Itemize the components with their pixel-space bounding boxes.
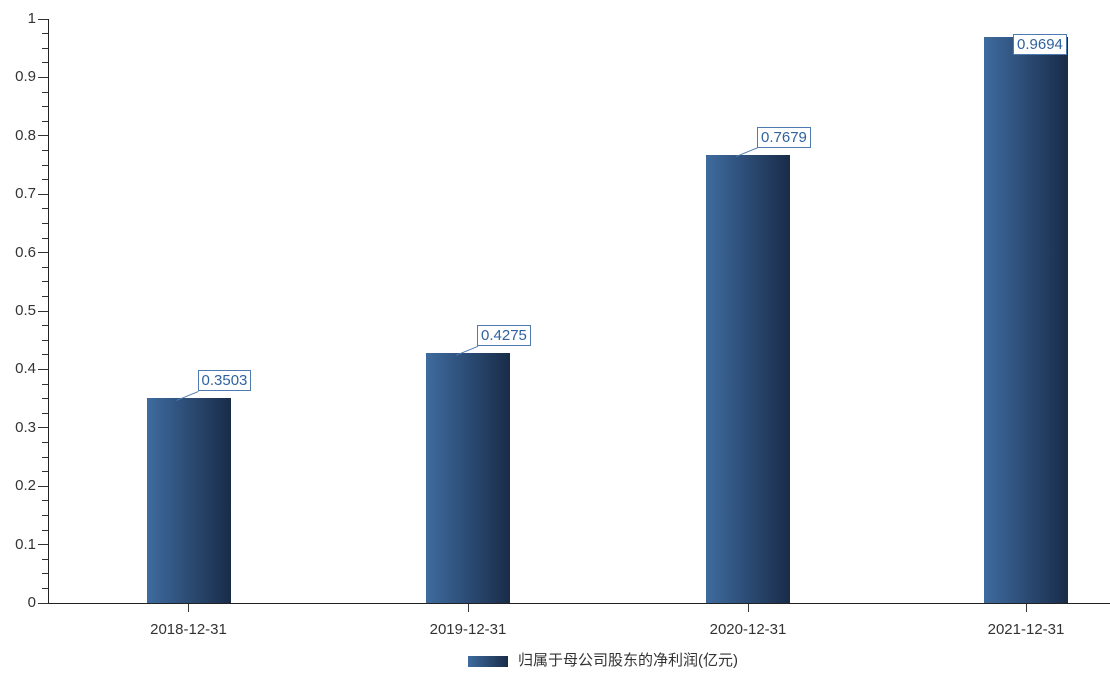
- y-minor-tick: [42, 295, 48, 297]
- y-major-tick: [38, 193, 48, 195]
- legend-item[interactable]: 归属于母公司股东的净利润(亿元): [468, 651, 738, 671]
- y-tick-label: 0.2: [15, 477, 36, 495]
- y-tick-label: 0.7: [15, 185, 36, 203]
- y-minor-tick: [42, 266, 48, 268]
- y-minor-tick: [42, 91, 48, 93]
- y-major-tick: [38, 76, 48, 78]
- y-tick-label: 0.6: [15, 243, 36, 261]
- data-label: 0.7679: [757, 126, 811, 148]
- bar[interactable]: [984, 36, 1068, 603]
- y-minor-tick: [42, 587, 48, 589]
- y-major-tick: [38, 18, 48, 20]
- bar[interactable]: [146, 398, 231, 603]
- y-minor-tick: [42, 120, 48, 122]
- y-minor-tick: [42, 33, 48, 35]
- y-major-tick: [38, 252, 48, 254]
- y-minor-tick: [42, 500, 48, 502]
- y-major-tick: [38, 135, 48, 137]
- y-minor-tick: [42, 237, 48, 239]
- legend-label: 归属于母公司股东的净利润(亿元): [518, 652, 738, 669]
- y-minor-tick: [42, 354, 48, 356]
- y-minor-tick: [42, 471, 48, 473]
- y-tick-label: 0.9: [15, 68, 36, 86]
- y-tick-label: 0.5: [15, 302, 36, 319]
- y-minor-tick: [42, 149, 48, 151]
- y-tick-label: 0.4: [15, 360, 36, 378]
- y-minor-tick: [42, 281, 48, 283]
- y-minor-tick: [42, 383, 48, 385]
- x-category-label: 2020-12-31: [709, 621, 787, 638]
- y-major-tick: [38, 544, 48, 546]
- data-label: 0.9694: [1013, 33, 1067, 55]
- x-category-tick: [1025, 604, 1027, 612]
- y-minor-tick: [42, 412, 48, 414]
- y-tick-label: 0.1: [15, 535, 36, 553]
- y-minor-tick: [42, 529, 48, 531]
- legend-swatch-icon: [468, 655, 508, 667]
- y-tick-label: 0.3: [15, 418, 36, 436]
- y-minor-tick: [42, 441, 48, 443]
- data-label: 0.3503: [197, 370, 252, 392]
- y-tick-label: 0: [27, 594, 36, 611]
- y-minor-tick: [42, 573, 48, 575]
- y-axis-line: [48, 19, 49, 604]
- y-minor-tick: [42, 398, 48, 400]
- y-minor-tick: [42, 208, 48, 210]
- y-minor-tick: [42, 456, 48, 458]
- y-minor-tick: [42, 62, 48, 64]
- y-major-tick: [38, 602, 48, 604]
- y-minor-tick: [42, 339, 48, 341]
- y-major-tick: [38, 427, 48, 429]
- y-minor-tick: [42, 514, 48, 516]
- y-minor-tick: [42, 164, 48, 166]
- data-label: 0.4275: [477, 325, 531, 347]
- x-category-label: 2019-12-31: [429, 621, 507, 638]
- y-tick-label: 1: [27, 10, 36, 27]
- y-minor-tick: [42, 179, 48, 181]
- y-minor-tick: [42, 47, 48, 49]
- x-category-tick: [188, 604, 189, 612]
- bar[interactable]: [706, 154, 790, 603]
- x-category-tick: [467, 604, 469, 612]
- y-major-tick: [38, 310, 48, 312]
- x-category-label: 2018-12-31: [150, 621, 227, 638]
- y-major-tick: [38, 485, 48, 487]
- bar[interactable]: [426, 353, 510, 603]
- x-axis-line: [48, 603, 1110, 604]
- y-tick-label: 0.8: [15, 126, 36, 144]
- x-category-tick: [747, 604, 749, 612]
- y-minor-tick: [42, 222, 48, 224]
- y-minor-tick: [42, 558, 48, 560]
- y-minor-tick: [42, 106, 48, 108]
- y-minor-tick: [42, 325, 48, 327]
- y-major-tick: [38, 368, 48, 370]
- x-category-label: 2021-12-31: [987, 621, 1065, 638]
